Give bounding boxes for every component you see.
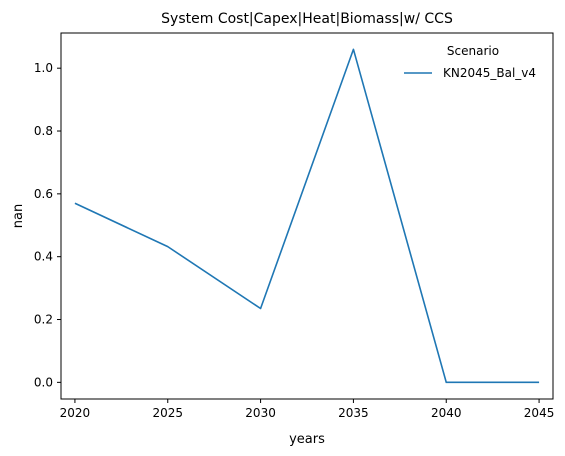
x-tick-label: 2030	[245, 406, 276, 420]
y-tick-label: 0.8	[34, 124, 53, 138]
x-tick-label: 2025	[152, 406, 183, 420]
y-tick-label: 0.4	[34, 250, 53, 264]
y-tick-label: 0.6	[34, 187, 53, 201]
x-tick-label: 2040	[431, 406, 462, 420]
chart-title: System Cost|Capex|Heat|Biomass|w/ CCS	[161, 11, 453, 27]
y-axis: 0.0 0.2 0.4 0.6 0.8 1.0	[34, 61, 61, 389]
x-tick-label: 2020	[60, 406, 91, 420]
y-tick-label: 0.2	[34, 313, 53, 327]
y-tick-label: 0.0	[34, 375, 53, 389]
series-group	[74, 48, 540, 384]
x-tick-label: 2035	[338, 406, 369, 420]
series-line	[74, 48, 540, 384]
plot-area	[60, 32, 554, 400]
legend: Scenario KN2045_Bal_v4	[404, 44, 536, 80]
x-axis: 2020 2025 2030 2035 2040 2045	[60, 399, 555, 420]
x-tick-label: 2045	[524, 406, 555, 420]
y-axis-label: nan	[11, 204, 26, 228]
y-tick-label: 1.0	[34, 61, 53, 75]
legend-label: KN2045_Bal_v4	[443, 66, 536, 80]
x-axis-label: years	[289, 432, 325, 447]
legend-title: Scenario	[447, 44, 499, 58]
plot-frame	[60, 32, 554, 400]
